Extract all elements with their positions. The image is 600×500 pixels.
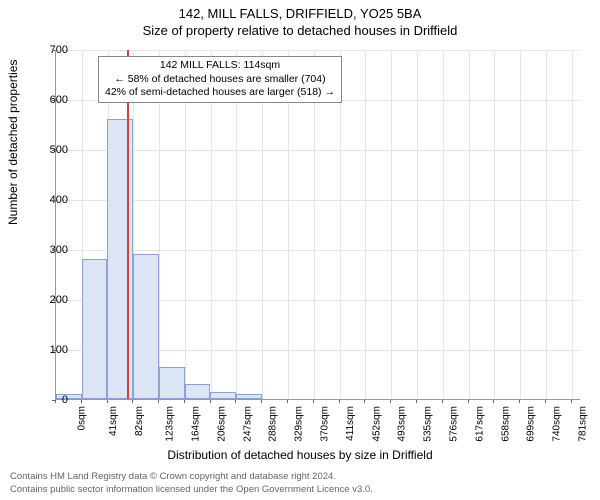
y-tick-label: 0 <box>28 394 68 406</box>
histogram-bar <box>185 384 211 399</box>
x-tick-mark <box>261 400 262 403</box>
histogram-bar <box>210 392 236 400</box>
x-tick-label: 370sqm <box>320 406 331 442</box>
x-tick-mark <box>313 400 314 403</box>
footer-line-1: Contains HM Land Registry data © Crown c… <box>10 471 373 483</box>
y-tick-mark <box>52 50 55 51</box>
x-tick-label: 576sqm <box>449 406 460 442</box>
y-tick-label: 200 <box>28 294 68 306</box>
footer-attribution: Contains HM Land Registry data © Crown c… <box>10 471 373 496</box>
x-tick-mark <box>519 400 520 403</box>
y-tick-label: 600 <box>28 94 68 106</box>
y-tick-mark <box>52 300 55 301</box>
x-tick-mark <box>184 400 185 403</box>
x-tick-mark <box>390 400 391 403</box>
x-tick-label: 288sqm <box>268 406 279 442</box>
x-tick-mark <box>158 400 159 403</box>
y-tick-mark <box>52 150 55 151</box>
histogram-bar <box>159 367 185 400</box>
x-tick-mark <box>468 400 469 403</box>
y-tick-mark <box>52 100 55 101</box>
gridline-vertical <box>469 50 470 399</box>
gridline-vertical <box>417 50 418 399</box>
x-tick-label: 411sqm <box>345 406 356 441</box>
gridline-vertical <box>494 50 495 399</box>
gridline-horizontal <box>56 200 580 201</box>
annotation-line-3: 42% of semi-detached houses are larger (… <box>105 86 335 100</box>
y-tick-label: 700 <box>28 44 68 56</box>
x-tick-label: 329sqm <box>294 406 305 442</box>
x-tick-mark <box>235 400 236 403</box>
x-axis-label: Distribution of detached houses by size … <box>0 448 600 462</box>
x-tick-mark <box>493 400 494 403</box>
x-tick-label: 535sqm <box>423 406 434 442</box>
x-tick-mark <box>339 400 340 403</box>
x-tick-mark <box>287 400 288 403</box>
x-tick-mark <box>81 400 82 403</box>
x-tick-label: 206sqm <box>216 406 227 442</box>
y-axis-label: Number of detached properties <box>6 60 20 225</box>
histogram-bar <box>236 394 262 399</box>
x-tick-label: 740sqm <box>552 406 563 442</box>
gridline-horizontal <box>56 150 580 151</box>
x-tick-label: 658sqm <box>500 406 511 442</box>
gridline-vertical <box>391 50 392 399</box>
y-tick-label: 100 <box>28 344 68 356</box>
gridline-vertical <box>546 50 547 399</box>
gridline-vertical <box>520 50 521 399</box>
x-tick-mark <box>364 400 365 403</box>
histogram-bar <box>82 259 108 399</box>
x-tick-mark <box>107 400 108 403</box>
x-tick-label: 781sqm <box>577 406 588 442</box>
y-tick-label: 300 <box>28 244 68 256</box>
x-tick-label: 0sqm <box>76 406 87 430</box>
footer-line-2: Contains public sector information licen… <box>10 484 373 496</box>
gridline-vertical <box>443 50 444 399</box>
y-tick-mark <box>52 250 55 251</box>
x-tick-label: 452sqm <box>371 406 382 442</box>
annotation-line-1: 142 MILL FALLS: 114sqm <box>105 59 335 73</box>
x-tick-label: 82sqm <box>134 406 145 436</box>
x-tick-mark <box>571 400 572 403</box>
y-tick-label: 500 <box>28 144 68 156</box>
x-tick-mark <box>416 400 417 403</box>
page-title: 142, MILL FALLS, DRIFFIELD, YO25 5BA <box>0 0 600 21</box>
x-tick-label: 247sqm <box>242 406 253 442</box>
x-tick-mark <box>55 400 56 403</box>
marker-annotation: 142 MILL FALLS: 114sqm ← 58% of detached… <box>98 56 342 103</box>
y-tick-mark <box>52 350 55 351</box>
x-tick-label: 123sqm <box>165 406 176 442</box>
x-tick-mark <box>210 400 211 403</box>
y-tick-mark <box>52 200 55 201</box>
x-tick-mark <box>132 400 133 403</box>
x-tick-label: 617sqm <box>474 406 485 442</box>
x-tick-label: 699sqm <box>526 406 537 442</box>
x-tick-mark <box>442 400 443 403</box>
gridline-vertical <box>365 50 366 399</box>
x-tick-label: 493sqm <box>397 406 408 442</box>
gridline-vertical <box>572 50 573 399</box>
annotation-line-2: ← 58% of detached houses are smaller (70… <box>105 73 335 87</box>
gridline-horizontal <box>56 250 580 251</box>
x-tick-label: 41sqm <box>108 406 119 436</box>
histogram-bar <box>133 254 159 399</box>
gridline-horizontal <box>56 50 580 51</box>
y-tick-label: 400 <box>28 194 68 206</box>
x-tick-label: 164sqm <box>191 406 202 442</box>
page-subtitle: Size of property relative to detached ho… <box>0 21 600 38</box>
x-tick-mark <box>545 400 546 403</box>
